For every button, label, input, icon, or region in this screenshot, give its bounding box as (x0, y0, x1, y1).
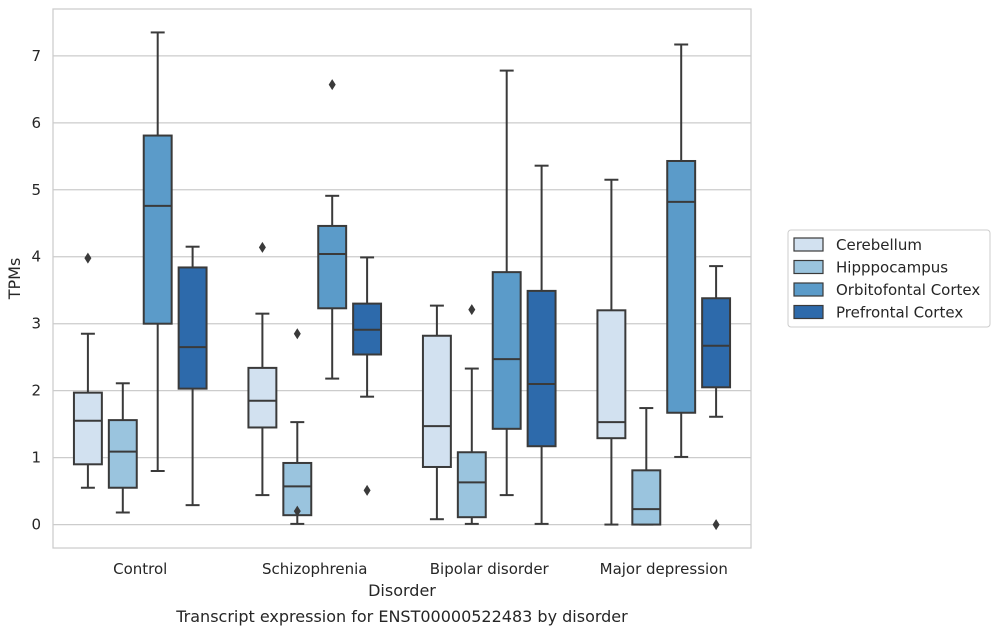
legend-label: Hipppocampus (836, 259, 948, 277)
x-axis-label: Disorder (368, 581, 436, 600)
legend-swatch (793, 259, 824, 275)
outlier-marker (712, 519, 720, 531)
box-2-3 (526, 164, 557, 525)
chart-caption: Transcript expression for ENST0000052248… (175, 607, 628, 626)
x-tick-label: Control (113, 560, 167, 578)
outlier-marker (293, 328, 301, 340)
box-body (247, 366, 278, 429)
y-tick-label: 5 (31, 181, 41, 199)
legend-label: Orbitofontal Cortex (836, 281, 980, 299)
box-3-2 (666, 43, 697, 458)
outlier-marker (293, 505, 301, 517)
legend-label: Prefrontal Cortex (836, 304, 963, 322)
legend-swatch (793, 304, 824, 320)
outlier-marker (258, 241, 266, 253)
box-1-2 (317, 79, 348, 380)
y-tick-label: 7 (31, 47, 41, 65)
box-3-1 (631, 407, 662, 526)
box-body (631, 469, 662, 526)
legend-frame (787, 229, 991, 328)
box-2-0 (421, 304, 452, 521)
box-body (526, 289, 557, 448)
boxes-layer (72, 31, 732, 531)
box-3-3 (701, 265, 732, 531)
outlier-marker (468, 304, 476, 316)
box-body (72, 391, 103, 466)
x-tick-label: Bipolar disorder (430, 560, 550, 578)
box-body (491, 271, 522, 430)
box-body (177, 266, 208, 390)
y-tick-label: 0 (31, 516, 41, 534)
box-body (456, 451, 487, 519)
box-2-2 (491, 69, 522, 497)
box-0-1 (107, 382, 138, 514)
box-2-1 (456, 304, 487, 525)
outlier-marker (84, 252, 92, 264)
y-tick-labels: 0 1 2 3 4 5 6 7 (31, 47, 41, 534)
y-tick-label: 4 (31, 248, 41, 266)
legend-swatch (793, 237, 824, 252)
box-1-3 (352, 256, 383, 496)
legend: Cerebellum Hipppocampus Orbitofontal Corte… (787, 229, 991, 328)
box-0-2 (142, 31, 173, 472)
x-tick-labels: Control Schizophrenia Bipolar disorder Majo… (113, 560, 728, 578)
legend-swatch (793, 282, 824, 297)
box-1-0 (247, 241, 278, 497)
y-tick-label: 3 (31, 315, 41, 333)
y-axis-label: TPMs (5, 258, 24, 301)
box-body (107, 419, 138, 489)
box-body (596, 309, 627, 440)
box-0-3 (177, 245, 208, 507)
box-1-1 (282, 328, 313, 525)
box-body (666, 159, 697, 414)
x-tick-label: Schizophrenia (262, 560, 367, 578)
outlier-marker (328, 79, 336, 91)
box-body (421, 334, 452, 468)
y-tick-label: 2 (31, 382, 41, 400)
x-tick-label: Major depression (600, 560, 728, 578)
outlier-marker (363, 484, 371, 496)
box-body (142, 134, 173, 325)
box-body (701, 297, 732, 389)
box-body (317, 224, 348, 310)
box-0-0 (72, 252, 103, 489)
plot-frame (52, 8, 752, 549)
legend-label: Cerebellum (836, 236, 922, 254)
box-3-0 (596, 178, 627, 526)
y-tick-label: 1 (31, 449, 41, 467)
y-tick-label: 6 (31, 114, 41, 132)
